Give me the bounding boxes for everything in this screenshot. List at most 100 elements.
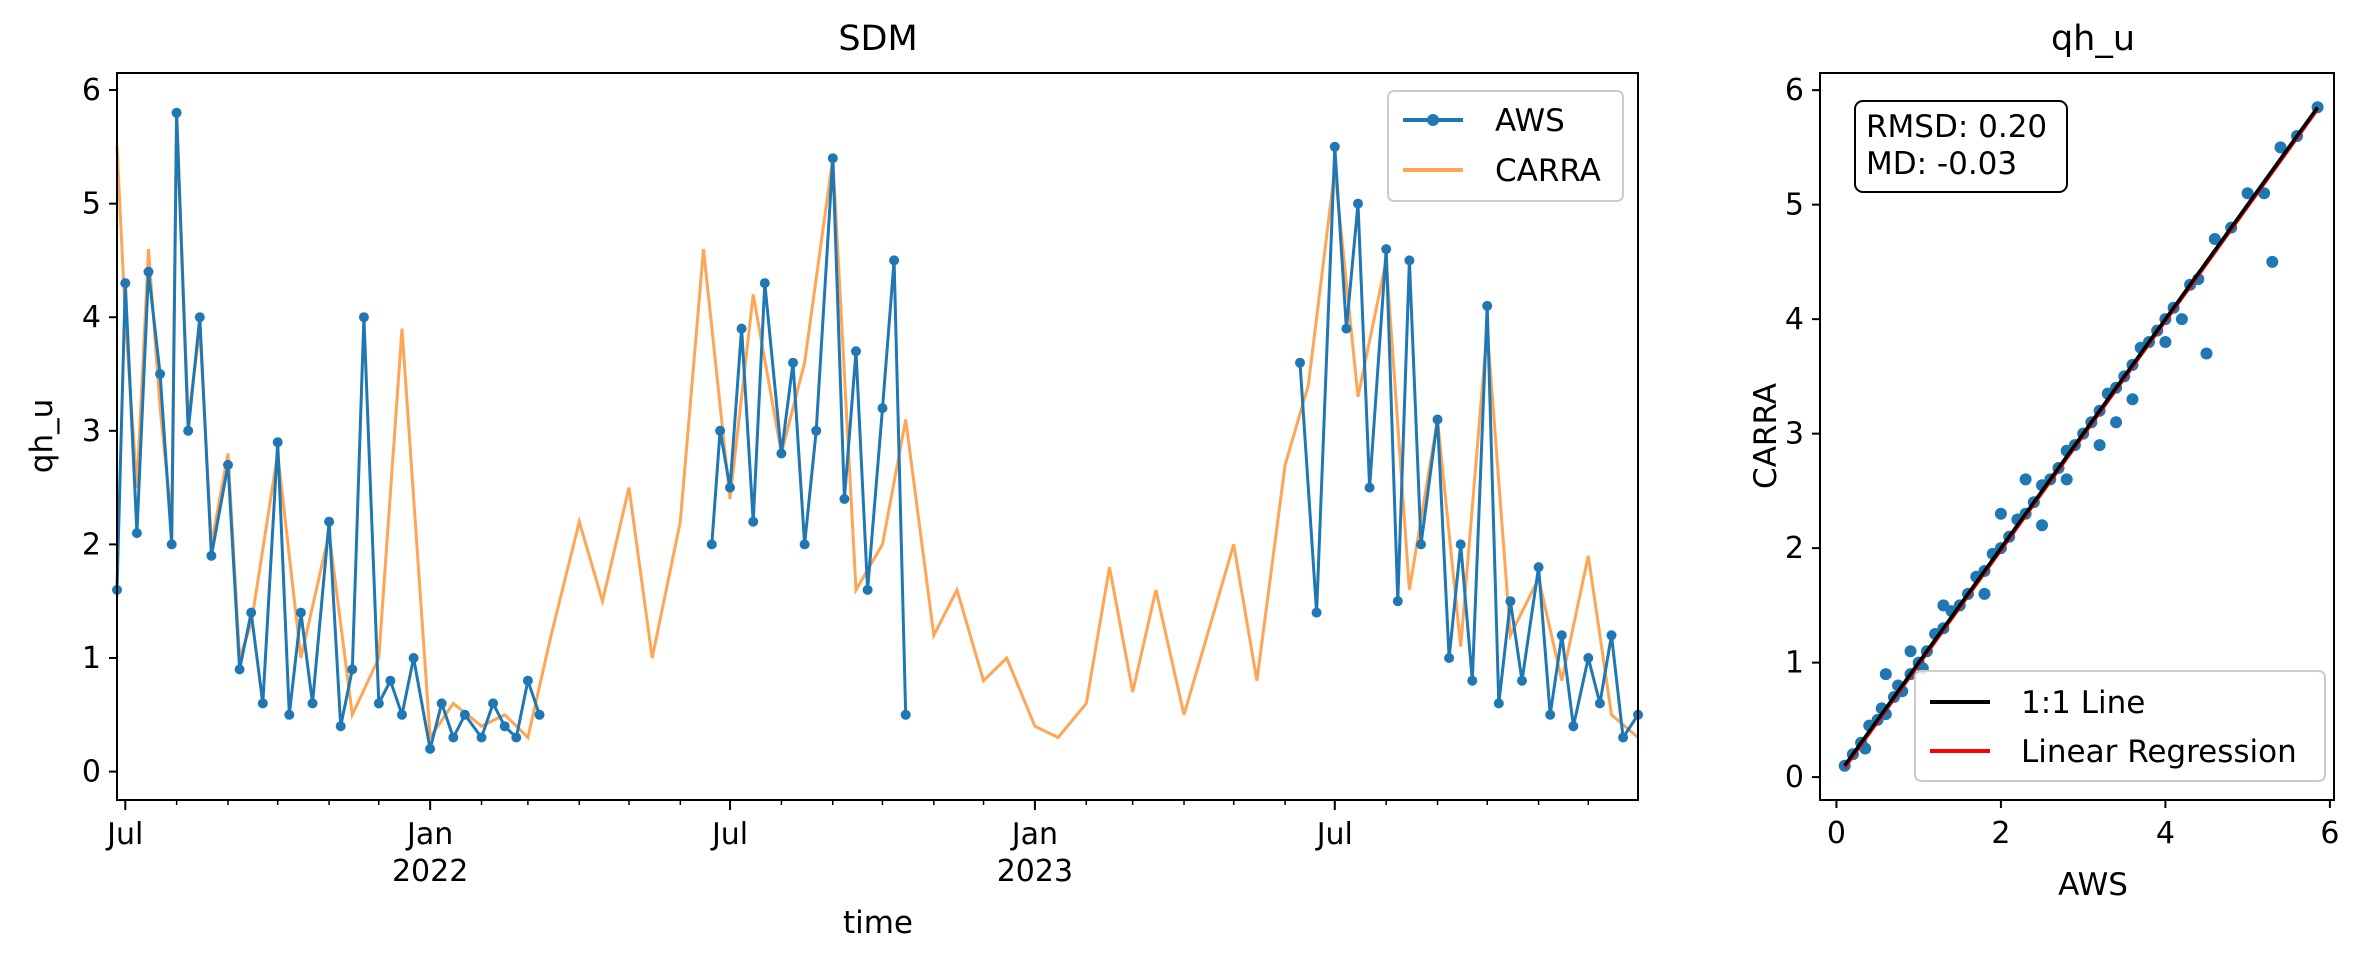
timeseries-x-tick-label: Jul	[1315, 817, 1353, 852]
aws-data-point	[1533, 562, 1544, 573]
one-to-one-line	[1843, 106, 2319, 767]
scatter-point	[2110, 416, 2123, 429]
scatter-point	[2159, 336, 2172, 348]
aws-data-point	[725, 482, 735, 493]
aws-data-point	[877, 403, 888, 414]
aws-data-point	[166, 539, 177, 550]
scatter-annotation-rmsd: RMSD: 0.20	[1866, 109, 2047, 145]
aws-data-point	[1404, 255, 1415, 266]
aws-series-line-segment	[710, 158, 908, 715]
scatter-annotation-box	[1854, 100, 2068, 193]
aws-data-point	[1341, 323, 1352, 334]
legend-carra-label: CARRA	[1495, 153, 1601, 189]
scatter-point	[1937, 599, 1950, 612]
aws-data-point	[900, 709, 911, 720]
scatter-point	[2200, 347, 2213, 360]
scatter-legend-box	[1914, 670, 2326, 782]
aws-data-point	[1594, 698, 1605, 709]
scatter-y-ticks: 0 1 2 3 4 5 6	[1785, 73, 1820, 795]
timeseries-y-tick-label: 5	[82, 187, 101, 222]
aws-data-point	[748, 516, 759, 527]
aws-data-point	[358, 312, 369, 323]
aws-data-point	[1568, 721, 1579, 732]
scatter-annotation-md: MD: -0.03	[1866, 146, 2017, 182]
timeseries-x-tick-year-label: 2023	[997, 854, 1073, 889]
aws-data-point	[1329, 141, 1340, 152]
aws-data-point	[1432, 414, 1443, 425]
aws-data-point	[776, 448, 787, 459]
legend-regression-label: Linear Regression	[2021, 734, 2297, 770]
scatter-point	[2019, 473, 2032, 486]
aws-data-point	[706, 539, 717, 550]
scatter-x-tick-label: 6	[2320, 816, 2339, 851]
scatter-x-tick-label: 4	[2156, 816, 2175, 851]
aws-data-point	[324, 516, 335, 527]
aws-data-point	[373, 698, 384, 709]
aws-data-point	[223, 459, 233, 470]
scatter-y-tick-label: 2	[1785, 531, 1804, 566]
aws-data-point	[1295, 357, 1305, 368]
aws-data-point	[827, 153, 838, 164]
aws-data-point	[1392, 596, 1403, 607]
timeseries-y-tick-label: 4	[82, 300, 101, 335]
aws-data-point	[851, 346, 861, 357]
timeseries-y-tick-label: 1	[82, 641, 101, 676]
timeseries-xlabel: time	[843, 905, 913, 941]
scatter-y-tick-label: 0	[1785, 760, 1804, 795]
aws-data-point	[1311, 607, 1322, 618]
scatter-legend: 1:1 Line Linear Regression	[1914, 670, 2326, 782]
timeseries-axes-frame	[116, 72, 1639, 801]
legend-one-to-one-label: 1:1 Line	[2021, 685, 2145, 721]
aws-data-point	[131, 528, 142, 539]
scatter-x-tick-label: 2	[1991, 816, 2010, 851]
scatter-point	[2274, 141, 2287, 154]
timeseries-x-tick-label: Jul	[105, 817, 143, 852]
legend-aws-label: AWS	[1495, 103, 1565, 139]
aws-data-point	[1416, 539, 1426, 550]
aws-data-point	[1583, 653, 1594, 663]
aws-data-point	[511, 732, 522, 743]
carra-series-line	[115, 112, 1639, 742]
aws-data-point	[715, 425, 726, 436]
scatter-point	[2036, 519, 2048, 532]
aws-data-point	[347, 664, 358, 675]
scatter-axes-frame	[1819, 72, 2335, 801]
timeseries-y-tick-label: 2	[82, 527, 101, 562]
aws-data-point	[1455, 539, 1466, 550]
aws-data-point	[155, 369, 166, 379]
aws-data-point	[788, 357, 798, 368]
scatter-point	[1904, 645, 1917, 658]
legend-aws-marker	[1427, 114, 1439, 126]
aws-data-point	[1381, 244, 1392, 255]
aws-data-point	[839, 494, 850, 504]
aws-data-point	[408, 653, 419, 663]
aws-data-point	[862, 584, 873, 595]
scatter-y-tick-label: 1	[1785, 646, 1804, 681]
aws-data-point	[488, 698, 499, 709]
aws-data-point	[522, 675, 533, 686]
timeseries-y-tick-label: 3	[82, 414, 101, 449]
scatter-y-tick-label: 4	[1785, 302, 1804, 337]
scatter-y-tick-label: 3	[1785, 417, 1804, 452]
aws-data-point	[1493, 698, 1504, 709]
aws-data-point	[194, 312, 205, 323]
scatter-point	[2175, 313, 2188, 326]
aws-data-point	[307, 698, 318, 709]
timeseries-y-tick-label: 6	[82, 73, 101, 108]
aws-data-point	[476, 732, 487, 743]
aws-data-point	[206, 550, 217, 561]
scatter-point	[2241, 187, 2254, 200]
aws-data-point	[171, 107, 182, 118]
timeseries-x-tick-year-label: 2022	[392, 854, 468, 889]
aws-data-point	[811, 425, 822, 436]
aws-data-point	[1606, 630, 1617, 641]
aws-data-point	[257, 698, 268, 709]
aws-data-point	[246, 607, 257, 618]
aws-data-point	[459, 709, 470, 720]
aws-data-point	[499, 721, 510, 732]
scatter-point	[1978, 587, 1991, 600]
